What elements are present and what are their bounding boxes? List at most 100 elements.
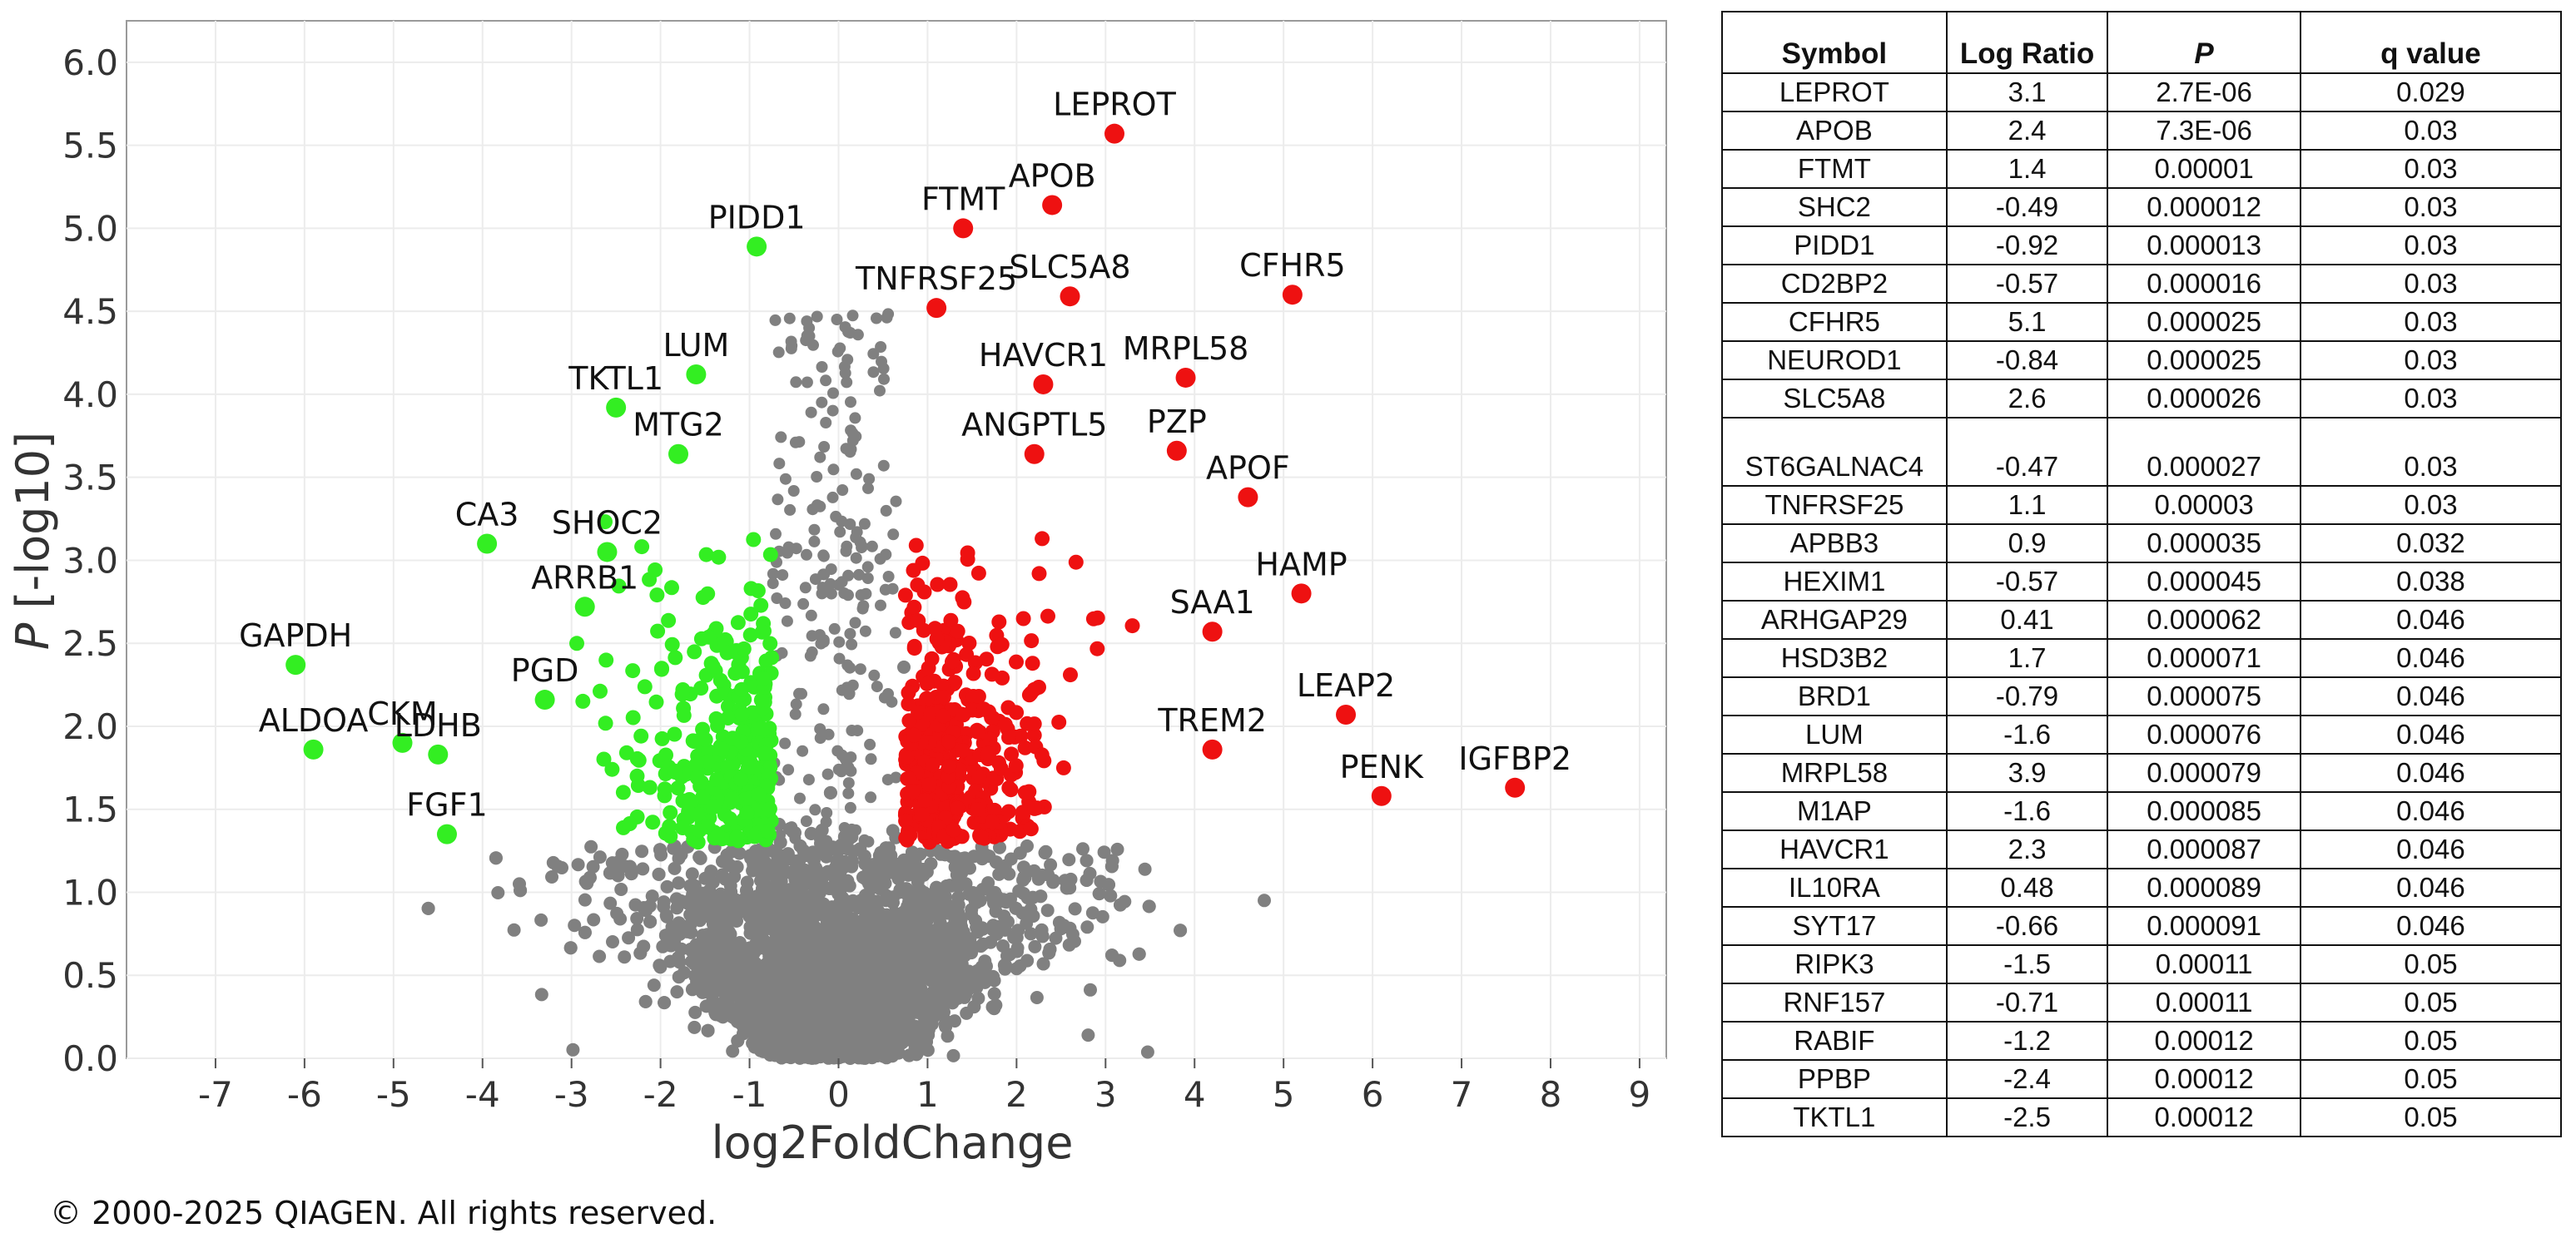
- ns-point: [809, 861, 823, 875]
- ns-point: [801, 376, 813, 389]
- ns-point: [1025, 890, 1040, 904]
- down-point: [569, 636, 584, 651]
- ns-point: [593, 949, 607, 963]
- up-point: [1023, 821, 1039, 837]
- ns-point: [873, 1023, 887, 1037]
- down-point: [596, 751, 612, 767]
- ns-point: [779, 473, 792, 485]
- ns-point: [842, 787, 855, 800]
- ns-point: [946, 1048, 960, 1062]
- ns-point: [977, 966, 991, 980]
- ns-point: [897, 660, 911, 674]
- ns-point: [1081, 1028, 1095, 1042]
- ns-point: [802, 774, 815, 786]
- ns-point: [677, 966, 691, 980]
- ns-point: [563, 941, 578, 955]
- ns-point: [633, 946, 648, 960]
- ns-point: [889, 626, 901, 639]
- ns-point: [769, 314, 782, 326]
- ns-point: [833, 636, 846, 648]
- ns-point: [821, 807, 833, 819]
- ns-point: [869, 972, 882, 986]
- ns-point: [789, 827, 802, 839]
- ns-point: [926, 949, 941, 963]
- ns-point: [658, 996, 672, 1010]
- ns-point: [900, 964, 914, 978]
- ns-point: [854, 663, 866, 676]
- ns-point: [534, 988, 548, 1002]
- ns-point: [973, 894, 987, 908]
- ns-point: [808, 909, 822, 924]
- ns-point: [849, 617, 861, 629]
- ns-point: [1024, 927, 1038, 941]
- down-point: [695, 790, 711, 805]
- ns-point: [878, 691, 891, 704]
- ns-point: [846, 725, 858, 736]
- ns-point: [779, 737, 792, 750]
- ns-point: [1020, 953, 1035, 968]
- ns-point: [735, 899, 748, 914]
- ns-point: [890, 495, 902, 508]
- down-point: [633, 728, 649, 744]
- ns-point: [1076, 842, 1089, 856]
- ns-point: [806, 845, 820, 859]
- ns-point: [1013, 846, 1027, 860]
- ns-point: [583, 870, 597, 884]
- ns-point: [805, 406, 817, 418]
- ns-point: [771, 925, 785, 939]
- ns-point: [779, 597, 792, 609]
- ns-point: [867, 348, 880, 360]
- ns-point: [821, 920, 835, 934]
- ns-point: [821, 834, 833, 847]
- down-point: [762, 547, 778, 562]
- up-point: [1026, 727, 1042, 743]
- ns-point: [421, 901, 435, 915]
- ns-point: [1104, 859, 1119, 874]
- ns-point: [879, 841, 893, 855]
- ns-point: [647, 978, 661, 993]
- ns-point: [901, 992, 916, 1006]
- down-point: [645, 815, 661, 830]
- ns-point: [1027, 864, 1041, 878]
- ns-point: [777, 569, 789, 582]
- ns-point: [687, 879, 702, 893]
- ns-point: [668, 936, 682, 950]
- ns-point: [782, 913, 796, 927]
- ns-point: [833, 652, 846, 665]
- ns-point: [826, 952, 840, 966]
- ns-point: [1258, 894, 1271, 908]
- ns-point: [821, 768, 834, 780]
- ns-point: [1015, 906, 1030, 920]
- up-point: [897, 587, 913, 603]
- down-point: [693, 681, 709, 696]
- down-point: [642, 780, 658, 795]
- down-point: [668, 650, 683, 666]
- ns-point: [652, 867, 666, 881]
- ns-point: [958, 851, 972, 865]
- ns-point: [718, 872, 732, 886]
- ns-point: [814, 723, 826, 735]
- ns-point: [1010, 930, 1024, 944]
- ns-point: [784, 503, 797, 516]
- ns-point: [806, 630, 818, 642]
- ns-point: [771, 935, 785, 949]
- ns-point: [877, 362, 890, 374]
- ns-point: [1138, 862, 1152, 876]
- ns-point: [643, 914, 658, 929]
- up-point: [906, 562, 921, 578]
- down-point: [720, 711, 736, 725]
- ns-point: [830, 1050, 844, 1063]
- ns-point: [534, 913, 548, 927]
- ns-point: [782, 764, 795, 776]
- ns-point: [704, 864, 718, 879]
- ns-point: [1080, 854, 1094, 868]
- ns-point: [809, 804, 821, 816]
- ns-point: [954, 912, 968, 926]
- ns-point: [685, 867, 699, 881]
- up-point: [960, 545, 975, 561]
- ns-point: [892, 938, 906, 953]
- ns-point: [844, 627, 856, 640]
- ns-point: [794, 871, 808, 884]
- ns-point: [787, 929, 802, 943]
- ns-point: [845, 765, 857, 777]
